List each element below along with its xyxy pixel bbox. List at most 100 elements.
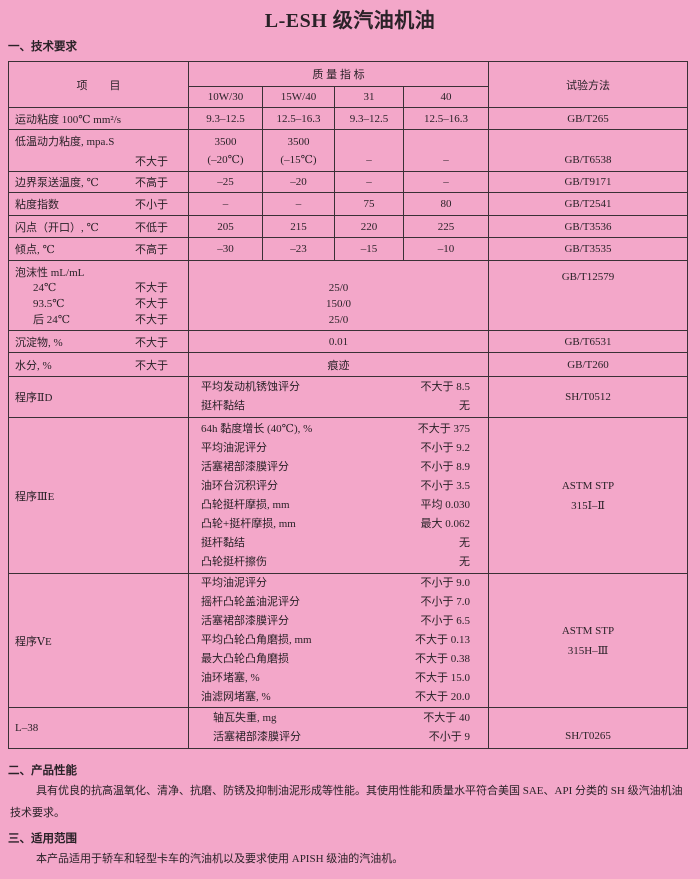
spec-item: 平均发动机锈蚀评分 不大于 8.5: [189, 378, 488, 397]
spec-value: 不小于 7.0: [420, 596, 471, 608]
spec-item: 最大凸轮凸角磨损 不大于 0.38: [189, 650, 488, 669]
spec-name: 油环堵塞, %: [201, 672, 260, 684]
spec-name: 平均凸轮凸角磨损, mm: [201, 634, 312, 646]
limit: 不大于: [135, 282, 168, 294]
row-label: 粘度指数: [15, 199, 59, 211]
spec-value: 不小于 9: [428, 731, 470, 743]
spec-item: 活塞裙部漆膜评分 不小于 6.5: [189, 612, 488, 631]
foam-row: 泡沫性 mL/mL 24℃ 不大于 93.5℃ 不大于 后 24℃ 不大于 25/0 …: [8, 260, 688, 331]
spec-name: 平均油泥评分: [201, 577, 267, 589]
procedure-name: 程序ⅡD: [8, 376, 189, 418]
header-quality: 质 量 指 标: [188, 61, 489, 87]
spec-name: 平均发动机锈蚀评分: [201, 381, 300, 393]
spec-value: 不小于 8.9: [420, 460, 471, 473]
spec-name: 摇杆凸轮盖油泥评分: [201, 596, 300, 608]
grade-value: 12.5–16.3: [403, 107, 489, 130]
procedure-items: 平均油泥评分 不小于 9.0 摇杆凸轮盖油泥评分 不小于 7.0 活塞裙部漆膜评分 不小于…: [188, 573, 489, 708]
grade-value: 215: [262, 215, 335, 238]
grade-value: –25: [188, 171, 263, 193]
grade-header: 10W/30: [188, 86, 263, 108]
performance-text: 具有优良的抗高温氧化、清净、抗磨、防锈及抑制油泥形成等性能。其使用性能和质量水平…: [10, 785, 683, 819]
table-row: 闪点（开口）, ℃ 不低于 205 215 220 225 GB/T3536: [8, 215, 688, 238]
spec-value: 不大于 20.0: [415, 691, 470, 703]
spec-item: 油滤网堵塞, % 不大于 20.0: [189, 688, 488, 707]
foam-value: 25/0: [328, 314, 349, 326]
test-method: SH/T0512: [488, 376, 688, 418]
test-method: GB/T6538: [488, 129, 688, 172]
procedure-row: 程序ⅢE 64h 黏度增长 (40℃), % 不大于 375 平均油泥评分 不小于 9.…: [8, 417, 688, 574]
value: 痕迹: [188, 352, 489, 377]
spec-value: 不大于 15.0: [415, 672, 470, 684]
table-row: 边界泵送温度, ℃ 不高于 –25 –20– – GB/T9171: [8, 171, 688, 193]
limit: 不大于: [135, 359, 168, 372]
spec-value: 不大于 0.13: [415, 634, 470, 646]
row-label: 沉淀物, %: [15, 336, 63, 349]
procedure-row: 程序ⅤE 平均油泥评分 不小于 9.0 摇杆凸轮盖油泥评分 不小于 7.0 活塞裙部漆膜评…: [8, 573, 688, 708]
grade-value: 80: [403, 192, 489, 216]
procedure-items: 64h 黏度增长 (40℃), % 不大于 375 平均油泥评分 不小于 9.2 活塞裙…: [188, 417, 489, 574]
section-scope: 三、适用范围: [8, 833, 77, 845]
spec-item: 活塞裙部漆膜评分 不小于 9: [189, 728, 488, 747]
spec-name: 凸轮+挺杆摩损, mm: [201, 517, 296, 530]
grade-value: 9.3–12.5: [188, 107, 263, 130]
grade-value: –23: [262, 237, 335, 261]
row-label-cell: 运动粘度 100℃ mm²/s: [8, 107, 189, 130]
spec-name: 活塞裙部漆膜评分: [201, 615, 289, 627]
grade-value: –: [262, 192, 335, 216]
grade-header: 40: [403, 86, 489, 108]
spec-name: 挺杆黏结: [201, 400, 245, 412]
spec-item: 轴瓦失重, mg 不大于 40: [189, 709, 488, 728]
test-method: GB/T260: [488, 352, 688, 377]
section-technical-requirements: 一、技术要求: [8, 41, 77, 53]
spec-name: 油环台沉积评分: [201, 479, 278, 492]
test-method: GB/T6531: [488, 330, 688, 353]
row-label: 低温动力粘度, mpa.S: [15, 136, 115, 148]
spec-value: 平均 0.030: [420, 498, 471, 511]
grade-value: 220: [334, 215, 404, 238]
test-method: GB/T12579: [488, 260, 688, 331]
grade-value: –: [403, 129, 489, 172]
limit: 不大于: [135, 156, 168, 168]
procedure-row: L–38 轴瓦失重, mg 不大于 40 活塞裙部漆膜评分 不小于 9 SH/T0265: [8, 707, 688, 749]
limit: 不小于: [135, 199, 168, 211]
test-method: GB/T2541: [488, 192, 688, 216]
test-method: GB/T265: [488, 107, 688, 130]
row-label: 水分, %: [15, 359, 52, 372]
row-label-cell: 粘度指数 不小于: [8, 192, 189, 216]
spec-item: 平均油泥评分 不小于 9.0: [189, 574, 488, 593]
spec-value: 不小于 6.5: [420, 615, 471, 627]
spec-item: 凸轮挺杆擦伤 无: [189, 553, 488, 572]
document-title: L-ESH 级汽油机油: [264, 10, 436, 32]
row-label: 闪点（开口）, ℃: [15, 221, 99, 234]
spec-value: 无: [459, 400, 470, 412]
procedure-name: 程序ⅤE: [8, 573, 189, 708]
spec-item: 挺杆黏结 无: [189, 397, 488, 416]
spec-name: 凸轮挺杆擦伤: [201, 555, 267, 568]
spec-value: 不大于 375: [417, 422, 470, 435]
spec-item: 64h 黏度增长 (40℃), % 不大于 375: [189, 420, 488, 439]
limit: 不大于: [135, 314, 168, 326]
grade-value: 205: [188, 215, 263, 238]
table-row: 低温动力粘度, mpa.S 不大于 3500 (–20℃) 3500 (–15℃) – –…: [8, 129, 688, 172]
grade-value: –: [403, 171, 489, 193]
procedure-name: 程序ⅢE: [8, 417, 189, 574]
test-method: ASTM STP 315H–Ⅲ: [488, 573, 688, 708]
spec-item: 摇杆凸轮盖油泥评分 不小于 7.0: [189, 593, 488, 612]
grade-value: 225: [403, 215, 489, 238]
row-label: 边界泵送温度, ℃: [15, 177, 99, 189]
row-label: 泡沫性 mL/mL: [15, 267, 85, 279]
grade-value: –30: [188, 237, 263, 261]
temp: 93.5℃: [33, 298, 65, 310]
spec-value: 不大于 40: [423, 712, 470, 724]
spec-value: 不小于 9.0: [420, 577, 471, 589]
spec-name: 最大凸轮凸角磨损: [201, 653, 289, 665]
row-label: 运动粘度 100℃ mm²/s: [15, 113, 122, 126]
spec-item: 平均油泥评分 不小于 9.2: [189, 439, 488, 458]
foam-value: 150/0: [325, 298, 352, 310]
limit: 不高于: [135, 177, 168, 189]
row-label-cell: 倾点, ℃ 不高于: [8, 237, 189, 261]
grade-value: –: [334, 129, 404, 172]
spec-item: 平均凸轮凸角磨损, mm 不大于 0.13: [189, 631, 488, 650]
foam-value: 25/0: [328, 282, 349, 294]
grade-value: –15: [334, 237, 404, 261]
